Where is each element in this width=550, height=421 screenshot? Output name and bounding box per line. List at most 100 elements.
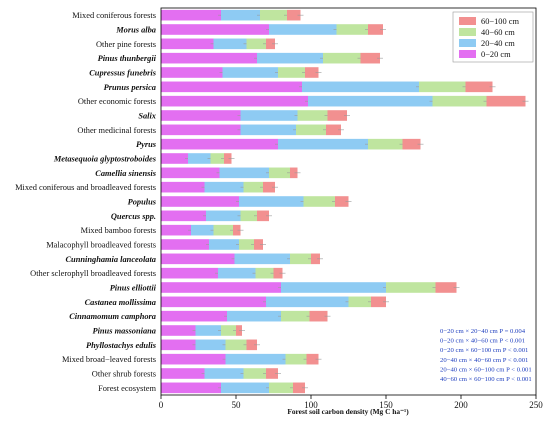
bar-segment (161, 110, 241, 121)
bar-segment (269, 24, 337, 35)
category-label: Other sclerophyll broadleaved forests (30, 269, 156, 278)
category-label: Castanea mollissima (85, 298, 156, 307)
stats-annotations: 0−20 cm × 20−40 cm P = 0.004 0−20 cm × 40… (440, 328, 532, 383)
stat-annotation: 0−20 cm × 40−60 cm P < 0.001 (440, 338, 525, 345)
bar-segment (213, 38, 247, 50)
category-label: Quercus spp. (111, 212, 156, 221)
bar-segment (257, 52, 323, 64)
bar-segment (222, 67, 278, 78)
category-label: Salix (138, 112, 156, 121)
bar-segment (263, 181, 275, 193)
bar-segment (335, 196, 349, 207)
stat-annotation: 20−40 cm × 60−100 cm P < 0.001 (440, 366, 532, 373)
bar-segment (368, 24, 383, 35)
bar-segment (296, 124, 326, 136)
bar-segment (293, 382, 305, 394)
bar-segment (204, 368, 244, 379)
bar-segment (486, 95, 526, 107)
bar-segment (308, 95, 433, 107)
bar-segment (246, 38, 266, 50)
bar-segment (273, 267, 283, 279)
bar-segment (240, 124, 296, 136)
category-label: Mixed coniferous forests (72, 11, 156, 20)
x-tick-label: 150 (379, 400, 393, 410)
bar-segment (195, 325, 221, 336)
bar-segment (240, 110, 298, 121)
bar-segment (161, 138, 278, 150)
bar-segment (432, 95, 487, 107)
legend-swatch (459, 50, 476, 58)
bar-segment (225, 353, 286, 365)
bar-segment (243, 368, 266, 379)
bar-segment (191, 224, 214, 236)
x-axis-title: Forest soil carbon density (Mg C ha⁻¹) (287, 407, 409, 416)
stat-annotation: 40−60 cm × 60−100 cm P < 0.001 (440, 376, 532, 383)
bar-segment (161, 196, 239, 207)
category-label: Pinus elliottii (110, 284, 157, 293)
legend-swatch (459, 17, 476, 25)
bar-segment (336, 24, 368, 35)
bar-segment (287, 9, 301, 21)
x-tick-label: 0 (159, 400, 164, 410)
bar-segment (221, 325, 236, 336)
category-label: Populus (128, 198, 156, 207)
bar-segment (161, 310, 227, 322)
category-labels: Mixed coniferous forests Morus alba Other … (15, 11, 157, 393)
bar-segment (161, 81, 302, 93)
category-label: Pinus thunbergii (98, 54, 157, 63)
category-label: Malacophyll broadleaved forests (46, 241, 156, 250)
bar-segment (188, 153, 211, 164)
legend-label: 0−20 cm (481, 50, 511, 59)
bar-segment (257, 210, 269, 222)
bar-segment (297, 110, 328, 121)
category-label: Mixed bamboo forests (81, 226, 156, 235)
category-label: Other medicinal forests (77, 126, 156, 135)
bar-segment (227, 310, 281, 322)
bar-segment (224, 153, 232, 164)
legend-swatch (459, 28, 476, 36)
bar-segment (161, 239, 209, 250)
bar-segment (326, 124, 341, 136)
bar-segment (161, 224, 191, 236)
bar-segment (209, 239, 239, 250)
bar-segment (327, 110, 347, 121)
x-tick-label: 100 (304, 400, 318, 410)
x-axis: 0 50 100 150 200 250 (159, 395, 543, 410)
bar-segment (233, 224, 241, 236)
bar-segment (281, 310, 310, 322)
category-label: Cupressus funebris (89, 69, 156, 78)
bars-layer (161, 9, 529, 394)
bar-segment (161, 153, 188, 164)
category-label: Mixed broad−leaved forests (62, 355, 156, 364)
bar-segment (305, 67, 319, 78)
bar-segment (254, 239, 263, 250)
bar-segment (402, 138, 421, 150)
bar-segment (225, 339, 247, 351)
bar-segment (206, 210, 241, 222)
bar-segment (204, 181, 244, 193)
bar-segment (266, 38, 275, 50)
bar-segment (243, 181, 263, 193)
bar-segment (285, 353, 307, 365)
bar-segment (234, 253, 290, 265)
plot-frame (160, 7, 537, 396)
bar-segment (465, 81, 493, 93)
stat-annotation: 0−20 cm × 60−100 cm P < 0.001 (440, 347, 528, 354)
bar-segment (161, 353, 226, 365)
bar-segment (161, 210, 206, 222)
bar-segment (290, 253, 311, 265)
category-label: Pinus massoniana (92, 327, 156, 336)
bar-segment (161, 67, 223, 78)
x-tick-label: 50 (232, 400, 242, 410)
bar-segment (161, 368, 205, 379)
legend-swatch (459, 39, 476, 47)
bar-segment (221, 382, 269, 394)
bar-segment (435, 282, 457, 293)
bar-segment (240, 210, 257, 222)
bar-segment (161, 124, 241, 136)
bar-segment (219, 167, 269, 179)
category-label: Cunninghamia lanceolata (65, 255, 156, 264)
bar-segment (161, 282, 281, 293)
category-label: Mixed coniferous and broadleaved forests (15, 183, 156, 192)
